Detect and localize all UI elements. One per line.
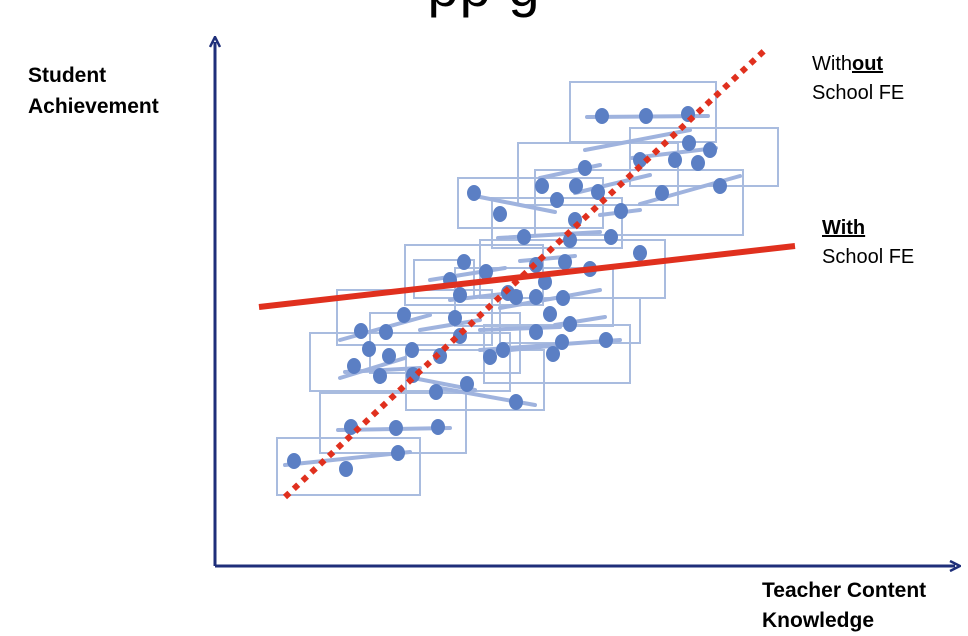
school-box: [309, 332, 511, 392]
data-point: [682, 135, 696, 151]
data-point: [460, 376, 474, 392]
data-point: [578, 160, 592, 176]
within-school-line: [498, 288, 602, 310]
school-box: [413, 259, 475, 299]
data-point: [382, 348, 396, 364]
data-point: [591, 184, 605, 200]
y-axis-label: Student Achievement: [28, 60, 159, 122]
data-point: [483, 349, 497, 365]
data-point: [529, 324, 543, 340]
data-point: [448, 310, 462, 326]
data-point: [397, 307, 411, 323]
data-point: [467, 185, 481, 201]
data-point: [703, 142, 717, 158]
data-point: [509, 289, 523, 305]
school-box: [369, 312, 521, 374]
without-school-fe-line: [282, 47, 768, 500]
within-school-line: [468, 193, 557, 214]
data-point: [517, 229, 531, 245]
data-point: [287, 453, 301, 469]
data-point: [535, 178, 549, 194]
data-point: [614, 203, 628, 219]
without-school-fe-label: Without School FE: [812, 50, 904, 108]
data-point: [354, 323, 368, 339]
data-point: [457, 254, 471, 270]
slide-title-fragment: pp g: [0, 0, 968, 19]
within-school-line: [553, 315, 607, 327]
data-point: [633, 152, 647, 168]
data-point: [362, 341, 376, 357]
data-points: [287, 106, 727, 477]
data-point: [595, 108, 609, 124]
data-point: [429, 384, 443, 400]
within-school-line: [496, 230, 602, 240]
data-point: [546, 346, 560, 362]
data-point: [633, 245, 647, 261]
data-point: [347, 358, 361, 374]
with-emph: With: [822, 217, 866, 239]
data-point: [405, 342, 419, 358]
with-school-fe-line: [258, 243, 796, 310]
data-point: [543, 306, 557, 322]
data-point: [479, 264, 493, 280]
within-school-line: [573, 173, 652, 195]
data-point: [389, 420, 403, 436]
data-point: [373, 368, 387, 384]
data-point: [668, 152, 682, 168]
data-point: [556, 290, 570, 306]
school-box: [405, 349, 545, 411]
data-point: [599, 332, 613, 348]
data-point: [569, 178, 583, 194]
data-point: [713, 178, 727, 194]
data-point: [453, 287, 467, 303]
without-prefix: With: [812, 53, 852, 75]
data-point: [604, 229, 618, 245]
without-emph: out: [852, 53, 884, 75]
data-point: [509, 394, 523, 410]
with-school-fe-label: With School FE: [822, 214, 914, 272]
x-axis-label-line2: Knowledge: [762, 609, 875, 632]
data-point: [493, 206, 507, 222]
data-point: [538, 274, 552, 290]
data-point: [529, 289, 543, 305]
data-point: [639, 108, 653, 124]
x-axis-label-line1: Teacher Content: [762, 579, 927, 602]
data-point: [655, 185, 669, 201]
data-point: [558, 254, 572, 270]
data-point: [555, 334, 569, 350]
within-school-line: [283, 450, 412, 467]
y-axis-label-line2: Achievement: [28, 95, 159, 118]
data-point: [563, 316, 577, 332]
data-point: [550, 192, 564, 208]
school-box: [517, 142, 679, 206]
y-axis-label-line1: Student: [28, 64, 107, 87]
data-point: [391, 445, 405, 461]
data-point: [344, 419, 358, 435]
data-point: [496, 342, 510, 358]
within-school-line: [478, 325, 562, 332]
data-point: [691, 155, 705, 171]
data-point: [339, 461, 353, 477]
data-point: [379, 324, 393, 340]
x-axis-label: Teacher Content Knowledge: [762, 576, 926, 636]
data-point: [431, 419, 445, 435]
data-point: [563, 232, 577, 248]
with-line2: School FE: [822, 246, 915, 268]
without-line2: School FE: [812, 82, 905, 104]
